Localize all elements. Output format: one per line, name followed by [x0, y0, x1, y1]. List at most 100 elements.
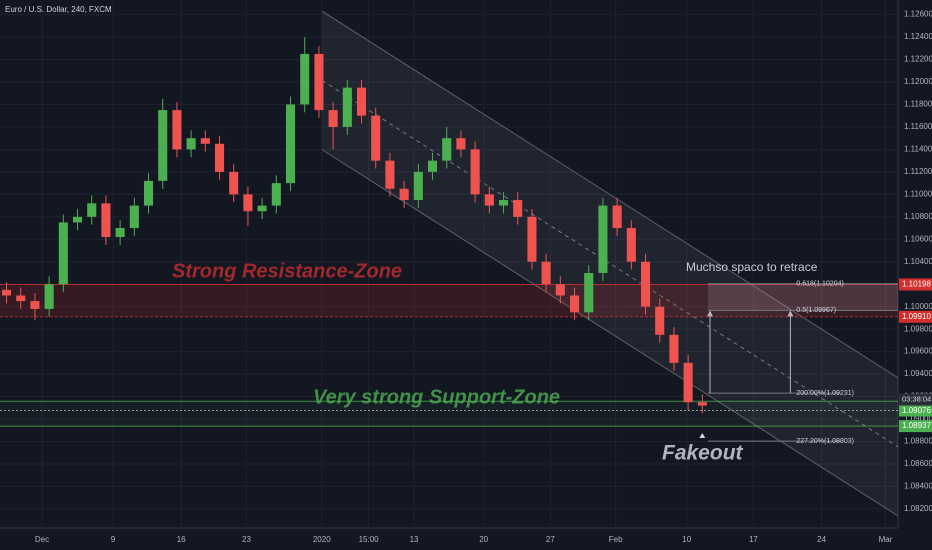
channel-median [321, 80, 899, 448]
fib-label: 200.00%(1.09231) [796, 390, 854, 397]
candle-body [655, 306, 665, 335]
x-tick-label: 24 [817, 535, 826, 544]
y-tick-label: 1.09600 [904, 347, 932, 356]
y-tick-label: 1.09400 [904, 369, 932, 378]
candle-body [498, 199, 509, 206]
candle-body [158, 110, 168, 181]
candle-body [243, 194, 253, 212]
x-tick-label: 2020 [313, 535, 331, 544]
y-tick-label: 1.12200 [904, 55, 932, 64]
channel-fill [322, 11, 899, 516]
x-tick-label: 27 [546, 535, 555, 544]
price-badge [899, 278, 932, 291]
y-tick-label: 1.11400 [904, 145, 932, 154]
y-tick-label: 1.08600 [904, 459, 932, 468]
candle-body [172, 110, 182, 150]
x-tick-label: 17 [749, 535, 758, 544]
candle-body [470, 149, 480, 195]
x-tick-label: 20 [479, 535, 488, 544]
channel-lower [321, 149, 899, 517]
candle-body [527, 216, 537, 262]
candle-body [115, 228, 125, 238]
candle-body [257, 205, 267, 212]
x-tick-label: 23 [242, 535, 251, 544]
candle-body [186, 138, 196, 150]
price-badge-label: 1.08937 [902, 421, 931, 430]
candle-body [413, 171, 423, 200]
y-tick-label: 1.08200 [904, 504, 932, 513]
y-tick-label: 1.10600 [904, 234, 932, 243]
candle-body [427, 160, 438, 172]
candle-body [399, 188, 409, 200]
y-tick-label: 1.08800 [904, 437, 932, 446]
candle-body [541, 261, 551, 285]
x-tick-label: Feb [609, 535, 623, 544]
chart-title: Euro / U.S. Dollar, 240, FXCM [5, 5, 112, 14]
candle-body [612, 205, 622, 229]
x-tick-label: Dec [35, 535, 49, 544]
candle-body [598, 205, 608, 273]
y-tick-label: 1.08400 [904, 482, 932, 491]
x-tick-label: 16 [177, 535, 186, 544]
zone-label: Strong Resistance-Zone [172, 260, 402, 282]
candle-body [442, 138, 452, 161]
candle-body [385, 160, 395, 189]
fakeout-marker [699, 433, 706, 438]
plot: Strong Resistance-Zone Very strong Suppor… [0, 0, 899, 528]
fib-label: 227.20%(1.08803) [796, 438, 854, 445]
candle-body [328, 110, 338, 127]
price-badge [899, 310, 932, 323]
candle-body [229, 171, 239, 195]
price-badge [899, 405, 932, 417]
candle-body [58, 222, 68, 285]
price-badge [899, 420, 932, 433]
candle-body [484, 194, 494, 206]
candle-body [314, 53, 324, 111]
candle-body [87, 203, 97, 217]
y-tick-label: 1.11200 [904, 167, 932, 176]
price-badge-label: 1.10198 [902, 280, 931, 289]
arrow-head [707, 310, 714, 317]
candle-body [371, 115, 381, 161]
candle-body [129, 205, 139, 229]
candle-body [569, 295, 580, 313]
candle-body [356, 87, 367, 116]
candle-body [626, 228, 636, 262]
y-tick-label: 1.12600 [904, 10, 932, 19]
candle-body [697, 402, 707, 406]
y-tick-label: 1.10400 [904, 257, 932, 266]
x-tick-label: 10 [682, 535, 691, 544]
candle-body [640, 261, 651, 307]
candle-body [669, 334, 679, 363]
y-tick-label: 1.11800 [904, 100, 932, 109]
annotation: Muchso spaco to retrace [686, 260, 818, 274]
zone [0, 284, 898, 317]
candle-body [16, 295, 26, 302]
candle-body [200, 138, 210, 144]
candle-body [456, 138, 466, 150]
y-tick-label: 1.11600 [904, 122, 932, 131]
candle-body [143, 180, 154, 206]
candle-body [555, 284, 565, 296]
candle-body [513, 199, 523, 217]
last-price-label: 1.09076 [902, 406, 931, 415]
candle-body [72, 216, 83, 223]
fib-band [708, 283, 898, 311]
y-tick-label: 1.10000 [904, 302, 932, 311]
y-tick-label: 1.09800 [904, 324, 932, 333]
annotation: Fakeout [662, 442, 744, 465]
candle-body [101, 203, 111, 238]
y-tick-label: 1.10800 [904, 212, 932, 221]
x-tick-label: 13 [410, 535, 419, 544]
candle-body [30, 301, 40, 309]
y-tick-label: 1.12000 [904, 77, 932, 86]
x-tick-label: Mar [879, 535, 893, 544]
candle-body [584, 272, 594, 313]
y-tick-label: 1.09000 [904, 414, 932, 423]
candle-body [342, 87, 352, 127]
fib-label: 0.5(1.09967) [796, 307, 836, 314]
y-tick-label: 1.11000 [904, 189, 932, 198]
x-tick-label: 9 [111, 535, 116, 544]
candle-body [1, 289, 12, 296]
